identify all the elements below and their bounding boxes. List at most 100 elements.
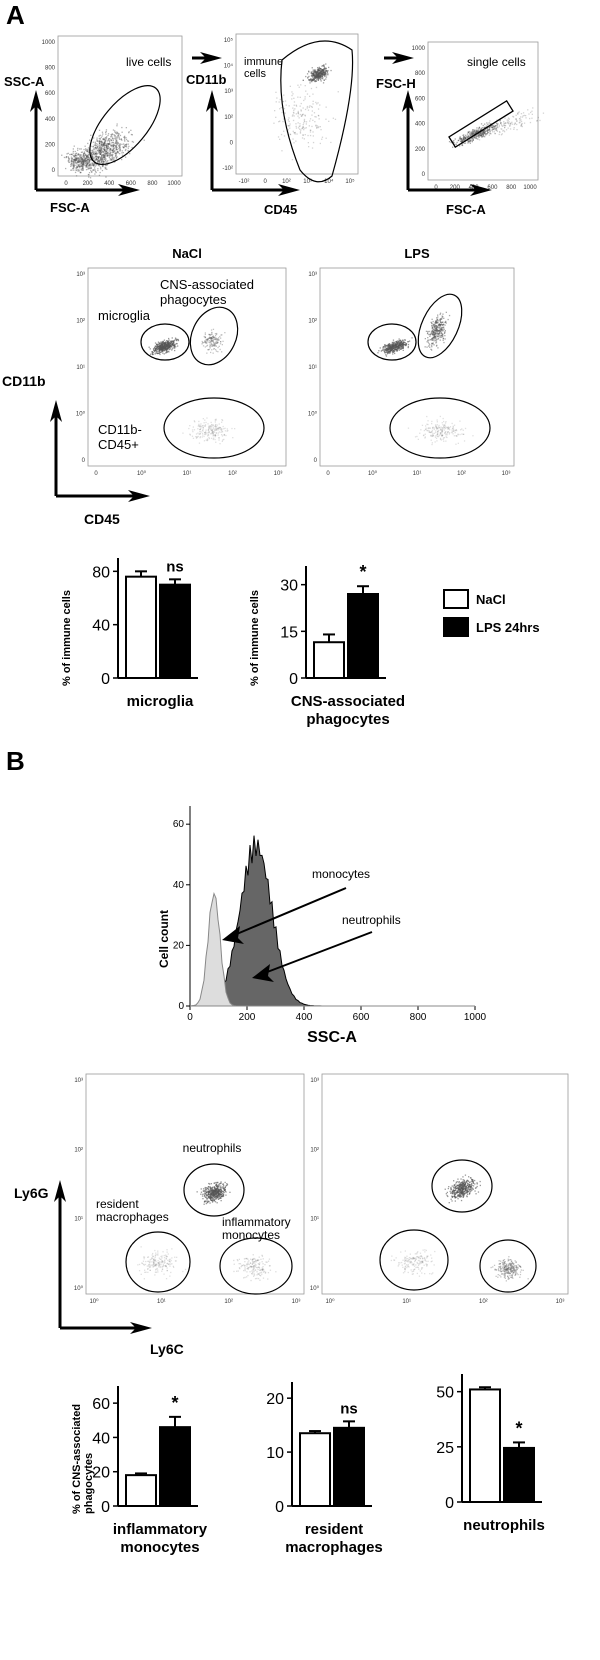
event-dot [387, 353, 388, 354]
bar-a-ytick-label: 30 [280, 578, 298, 595]
histogram-xtick-label: 800 [410, 1012, 427, 1023]
event-dot [440, 340, 441, 341]
event-dot [77, 150, 78, 151]
event-dot [464, 139, 465, 140]
dotplot-a-title-2: LPS [404, 246, 430, 261]
event-dot [442, 330, 443, 331]
event-dot [108, 133, 109, 134]
event-dot [456, 435, 457, 436]
event-dot [434, 429, 435, 430]
event-dot [284, 108, 285, 109]
event-dot [98, 159, 99, 160]
event-dot [166, 1278, 167, 1279]
event-dot [259, 1280, 260, 1281]
event-dot [116, 143, 117, 144]
gating-3-ytick: 800 [415, 71, 426, 77]
event-dot [202, 1194, 203, 1195]
event-dot [312, 120, 313, 121]
event-dot [64, 157, 65, 158]
event-dot [288, 117, 289, 118]
event-dot [203, 427, 204, 428]
event-dot [305, 96, 306, 97]
event-dot [207, 1191, 208, 1192]
event-dot [315, 125, 316, 126]
event-dot [219, 443, 220, 444]
event-dot [294, 108, 295, 109]
event-dot [279, 101, 280, 102]
event-dot [109, 150, 110, 151]
event-dot [207, 1200, 208, 1201]
event-dot [116, 140, 117, 141]
event-dot [155, 1253, 156, 1254]
event-dot [434, 330, 435, 331]
event-dot [489, 135, 490, 136]
event-dot [153, 1264, 154, 1265]
event-dot [106, 169, 107, 170]
event-dot [222, 441, 223, 442]
event-dot [461, 139, 462, 140]
event-dot [320, 79, 321, 80]
event-dot [215, 1198, 216, 1199]
event-dot [442, 324, 443, 325]
event-dot [279, 108, 280, 109]
event-dot [307, 73, 308, 74]
event-dot [61, 155, 62, 156]
event-dot [440, 318, 441, 319]
event-dot [86, 151, 87, 152]
event-dot [309, 105, 310, 106]
dotplot-a-1-ytick: 10³ [76, 272, 85, 278]
event-dot [153, 1262, 154, 1263]
event-dot [459, 421, 460, 422]
event-dot [461, 1196, 462, 1197]
event-dot [252, 1272, 253, 1273]
event-dot [157, 1254, 158, 1255]
event-dot [428, 427, 429, 428]
event-dot [93, 154, 94, 155]
event-dot [85, 148, 86, 149]
event-dot [441, 439, 442, 440]
event-dot [427, 341, 428, 342]
event-dot [299, 117, 300, 118]
event-dot [95, 147, 96, 148]
event-dot [224, 428, 225, 429]
event-dot [452, 1193, 453, 1194]
event-dot [221, 419, 222, 420]
event-dot [128, 148, 129, 149]
event-dot [301, 103, 302, 104]
event-dot [222, 1186, 223, 1187]
event-dot [104, 144, 105, 145]
event-dot [457, 142, 458, 143]
event-dot [445, 422, 446, 423]
event-dot [474, 1180, 475, 1181]
single-cells-label: single cells [467, 55, 526, 69]
event-dot [219, 423, 220, 424]
event-dot [319, 67, 320, 68]
event-dot [89, 140, 90, 141]
event-dot [70, 170, 71, 171]
event-dot [312, 71, 313, 72]
event-dot [212, 346, 213, 347]
event-dot [222, 1193, 223, 1194]
event-dot [465, 1175, 466, 1176]
event-dot [77, 167, 78, 168]
event-dot [234, 1264, 235, 1265]
event-dot [218, 337, 219, 338]
event-dot [440, 432, 441, 433]
event-dot [472, 435, 473, 436]
event-dot [448, 319, 449, 320]
event-dot [499, 126, 500, 127]
event-dot [185, 1269, 186, 1270]
event-dot [433, 324, 434, 325]
event-dot [293, 131, 294, 132]
event-dot [159, 343, 160, 344]
event-dot [476, 127, 477, 128]
event-dot [215, 435, 216, 436]
bar-a-bar-lps [160, 585, 190, 678]
event-dot [109, 141, 110, 142]
histogram-xtick-label: 600 [353, 1012, 370, 1023]
event-dot [73, 148, 74, 149]
event-dot [150, 1265, 151, 1266]
event-dot [211, 349, 212, 350]
event-dot [168, 346, 169, 347]
